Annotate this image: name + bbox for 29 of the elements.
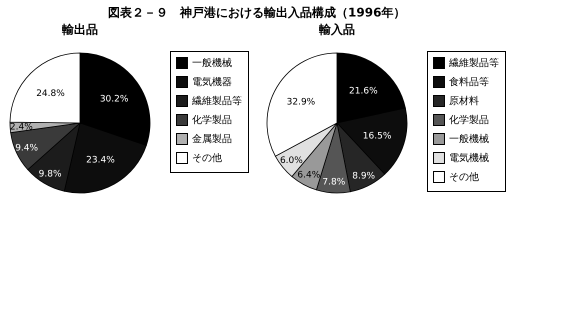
- legend-label: 原材料: [449, 95, 479, 107]
- legend-label: 電気機械: [449, 152, 489, 164]
- chart-title: 輸入品: [318, 22, 355, 36]
- data-label: 21.6%: [349, 86, 378, 96]
- legend-label: 繊維製品等: [191, 95, 242, 107]
- legend-label: 食料品等: [449, 76, 489, 88]
- data-label: 9.4%: [15, 144, 39, 154]
- data-label: 2.4%: [10, 122, 34, 133]
- legend-label: その他: [449, 171, 479, 183]
- data-label: 9.8%: [38, 170, 62, 180]
- chart-title: 輸出品: [61, 22, 98, 36]
- data-label: 24.8%: [36, 89, 66, 100]
- legend-label: 化学製品: [449, 114, 489, 126]
- data-label: 32.9%: [286, 97, 316, 108]
- data-label: 30.2%: [100, 94, 129, 105]
- legend-label: 繊維製品等: [448, 57, 499, 69]
- text: 図表２－９ 神戸港における輸出入品構成（1996年）: [108, 6, 406, 20]
- legend-label: 一般機械: [449, 133, 489, 145]
- data-label: 8.9%: [352, 171, 376, 182]
- data-label: 23.4%: [86, 156, 116, 166]
- legend-label: 金属製品: [192, 133, 232, 145]
- legend-label: 電気機器: [192, 76, 232, 88]
- data-label: 7.8%: [322, 178, 346, 188]
- legend-label: その他: [192, 152, 222, 164]
- legend-label: 一般機械: [192, 57, 232, 69]
- legend-label: 化学製品: [192, 114, 232, 126]
- data-label: 6.0%: [280, 156, 304, 166]
- data-label: 6.4%: [297, 170, 321, 181]
- data-label: 16.5%: [362, 132, 392, 142]
